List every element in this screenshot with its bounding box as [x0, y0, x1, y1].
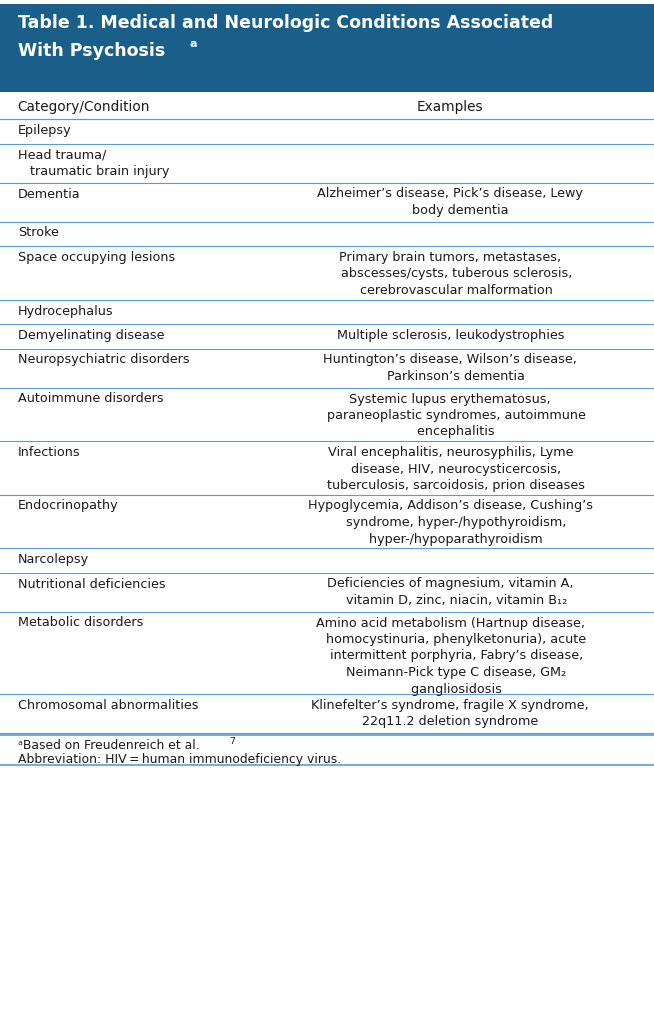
Text: Multiple sclerosis, leukodystrophies: Multiple sclerosis, leukodystrophies	[337, 329, 564, 342]
Text: Huntington’s disease, Wilson’s disease,
   Parkinson’s dementia: Huntington’s disease, Wilson’s disease, …	[323, 353, 577, 383]
Text: Demyelinating disease: Demyelinating disease	[18, 329, 164, 342]
Text: Head trauma/
   traumatic brain injury: Head trauma/ traumatic brain injury	[18, 148, 169, 178]
Text: Stroke: Stroke	[18, 226, 59, 240]
Text: Alzheimer’s disease, Pick’s disease, Lewy
     body dementia: Alzheimer’s disease, Pick’s disease, Lew…	[317, 187, 583, 217]
Text: Klinefelter’s syndrome, fragile X syndrome,
22q11.2 deletion syndrome: Klinefelter’s syndrome, fragile X syndro…	[311, 699, 589, 728]
Text: Neuropsychiatric disorders: Neuropsychiatric disorders	[18, 353, 189, 367]
Text: Epilepsy: Epilepsy	[18, 124, 71, 137]
Text: Viral encephalitis, neurosyphilis, Lyme
   disease, HIV, neurocysticercosis,
   : Viral encephalitis, neurosyphilis, Lyme …	[315, 446, 585, 492]
Text: Chromosomal abnormalities: Chromosomal abnormalities	[18, 699, 198, 712]
Text: Primary brain tumors, metastases,
   abscesses/cysts, tuberous sclerosis,
   cer: Primary brain tumors, metastases, absces…	[328, 251, 572, 297]
Text: Systemic lupus erythematosus,
   paraneoplastic syndromes, autoimmune
   encepha: Systemic lupus erythematosus, paraneopla…	[315, 392, 586, 438]
Text: Hypoglycemia, Addison’s disease, Cushing’s
   syndrome, hyper-/hypothyroidism,
 : Hypoglycemia, Addison’s disease, Cushing…	[308, 500, 593, 546]
Text: Amino acid metabolism (Hartnup disease,
   homocystinuria, phenylketonuria), acu: Amino acid metabolism (Hartnup disease, …	[314, 616, 587, 695]
Text: Nutritional deficiencies: Nutritional deficiencies	[18, 578, 165, 591]
Text: Narcolepsy: Narcolepsy	[18, 553, 89, 566]
Text: Abbreviation: HIV = human immunodeficiency virus.: Abbreviation: HIV = human immunodeficien…	[18, 753, 341, 766]
Text: Endocrinopathy: Endocrinopathy	[18, 500, 118, 512]
Text: Hydrocephalus: Hydrocephalus	[18, 304, 113, 317]
Text: Metabolic disorders: Metabolic disorders	[18, 616, 143, 630]
Text: 7: 7	[230, 737, 235, 746]
Text: With Psychosis: With Psychosis	[18, 42, 165, 60]
Text: ᵃBased on Freudenreich et al.: ᵃBased on Freudenreich et al.	[18, 739, 199, 752]
Text: Infections: Infections	[18, 446, 80, 459]
Text: Autoimmune disorders: Autoimmune disorders	[18, 392, 164, 406]
Text: Category/Condition: Category/Condition	[18, 100, 150, 114]
Text: a: a	[190, 39, 197, 49]
Text: Dementia: Dementia	[18, 187, 80, 201]
Bar	[0, 4, 654, 92]
Text: Space occupying lesions: Space occupying lesions	[18, 251, 175, 264]
Text: Deficiencies of magnesium, vitamin A,
   vitamin D, zinc, niacin, vitamin B₁₂: Deficiencies of magnesium, vitamin A, vi…	[327, 578, 574, 607]
Text: Examples: Examples	[417, 100, 483, 114]
Text: Table 1. Medical and Neurologic Conditions Associated: Table 1. Medical and Neurologic Conditio…	[18, 14, 553, 32]
